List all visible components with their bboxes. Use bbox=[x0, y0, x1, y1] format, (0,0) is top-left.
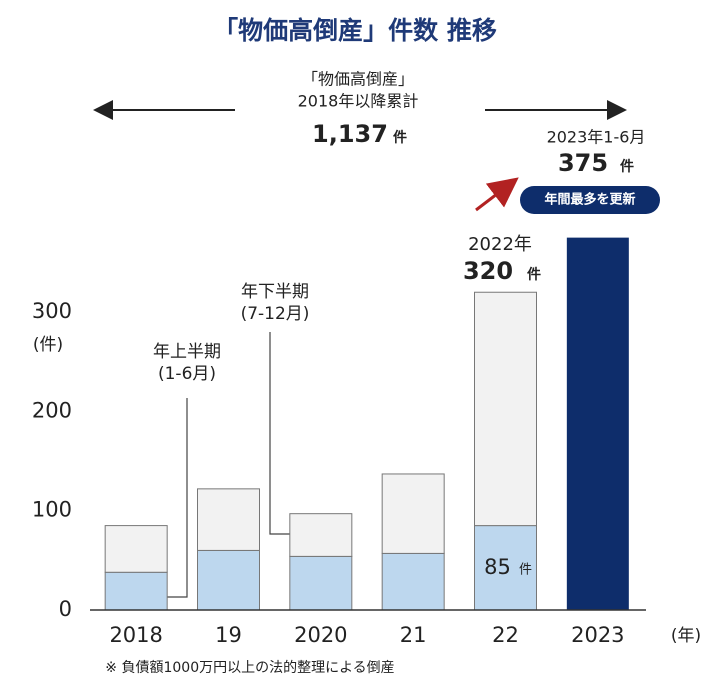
footnote: ※ 負債額1000万円以上の法的整理による倒産 bbox=[105, 660, 394, 676]
y-tick-label: 300 bbox=[32, 299, 72, 323]
data-label: 85 bbox=[484, 555, 511, 579]
legend-label: (7-12月) bbox=[241, 304, 310, 324]
badge bbox=[520, 186, 660, 214]
leader-line bbox=[269, 332, 290, 535]
bar-segment bbox=[104, 571, 168, 611]
annotation: 件 bbox=[527, 266, 541, 283]
x-tick-label: 2018 bbox=[109, 623, 162, 647]
legend-label: (1-6月) bbox=[158, 364, 216, 384]
x-tick-label: 2020 bbox=[294, 623, 347, 647]
y-tick-label: 100 bbox=[32, 498, 72, 522]
axis-label: (年) bbox=[671, 626, 701, 646]
annotation: 「物価高倒産」 bbox=[302, 70, 414, 89]
badge-text: 年間最多を更新 bbox=[544, 192, 635, 208]
bar-segment bbox=[381, 552, 445, 611]
annotation: 320 bbox=[463, 257, 513, 285]
x-tick-label: 21 bbox=[400, 623, 427, 647]
y-tick-label: 200 bbox=[32, 398, 72, 422]
annotation: 1,137 bbox=[312, 120, 388, 148]
bar-segment bbox=[474, 291, 537, 527]
arrow bbox=[475, 177, 519, 212]
x-tick-label: 2023 bbox=[571, 623, 624, 647]
bar-segment bbox=[289, 555, 353, 611]
legend-label: 年上半期 bbox=[153, 342, 221, 362]
axis-label: (件) bbox=[33, 335, 63, 355]
bar-segment bbox=[381, 473, 445, 554]
bar-segment bbox=[474, 525, 537, 611]
chart-title: 「物価高倒産」件数 推移 bbox=[213, 16, 497, 45]
bar-segment bbox=[197, 488, 260, 551]
data-label: 375 bbox=[558, 149, 608, 177]
bar-segment bbox=[104, 525, 168, 573]
x-tick-label: 22 bbox=[492, 623, 519, 647]
leader-line bbox=[167, 398, 188, 598]
bar-segment bbox=[566, 237, 629, 610]
legend-label: 年下半期 bbox=[241, 282, 309, 302]
annotation: 件 bbox=[393, 129, 407, 146]
y-tick-label: 0 bbox=[59, 597, 72, 621]
bar-segment bbox=[289, 513, 353, 557]
x-tick-label: 19 bbox=[215, 623, 242, 647]
annotation: 件 bbox=[620, 158, 634, 175]
data-label-unit: 件 bbox=[519, 562, 532, 577]
annotation: 2018年以降累計 bbox=[298, 92, 419, 111]
bar-segment bbox=[197, 549, 260, 611]
annotation: 2023年1-6月 bbox=[547, 128, 646, 147]
annotation: 2022年 bbox=[468, 234, 532, 255]
